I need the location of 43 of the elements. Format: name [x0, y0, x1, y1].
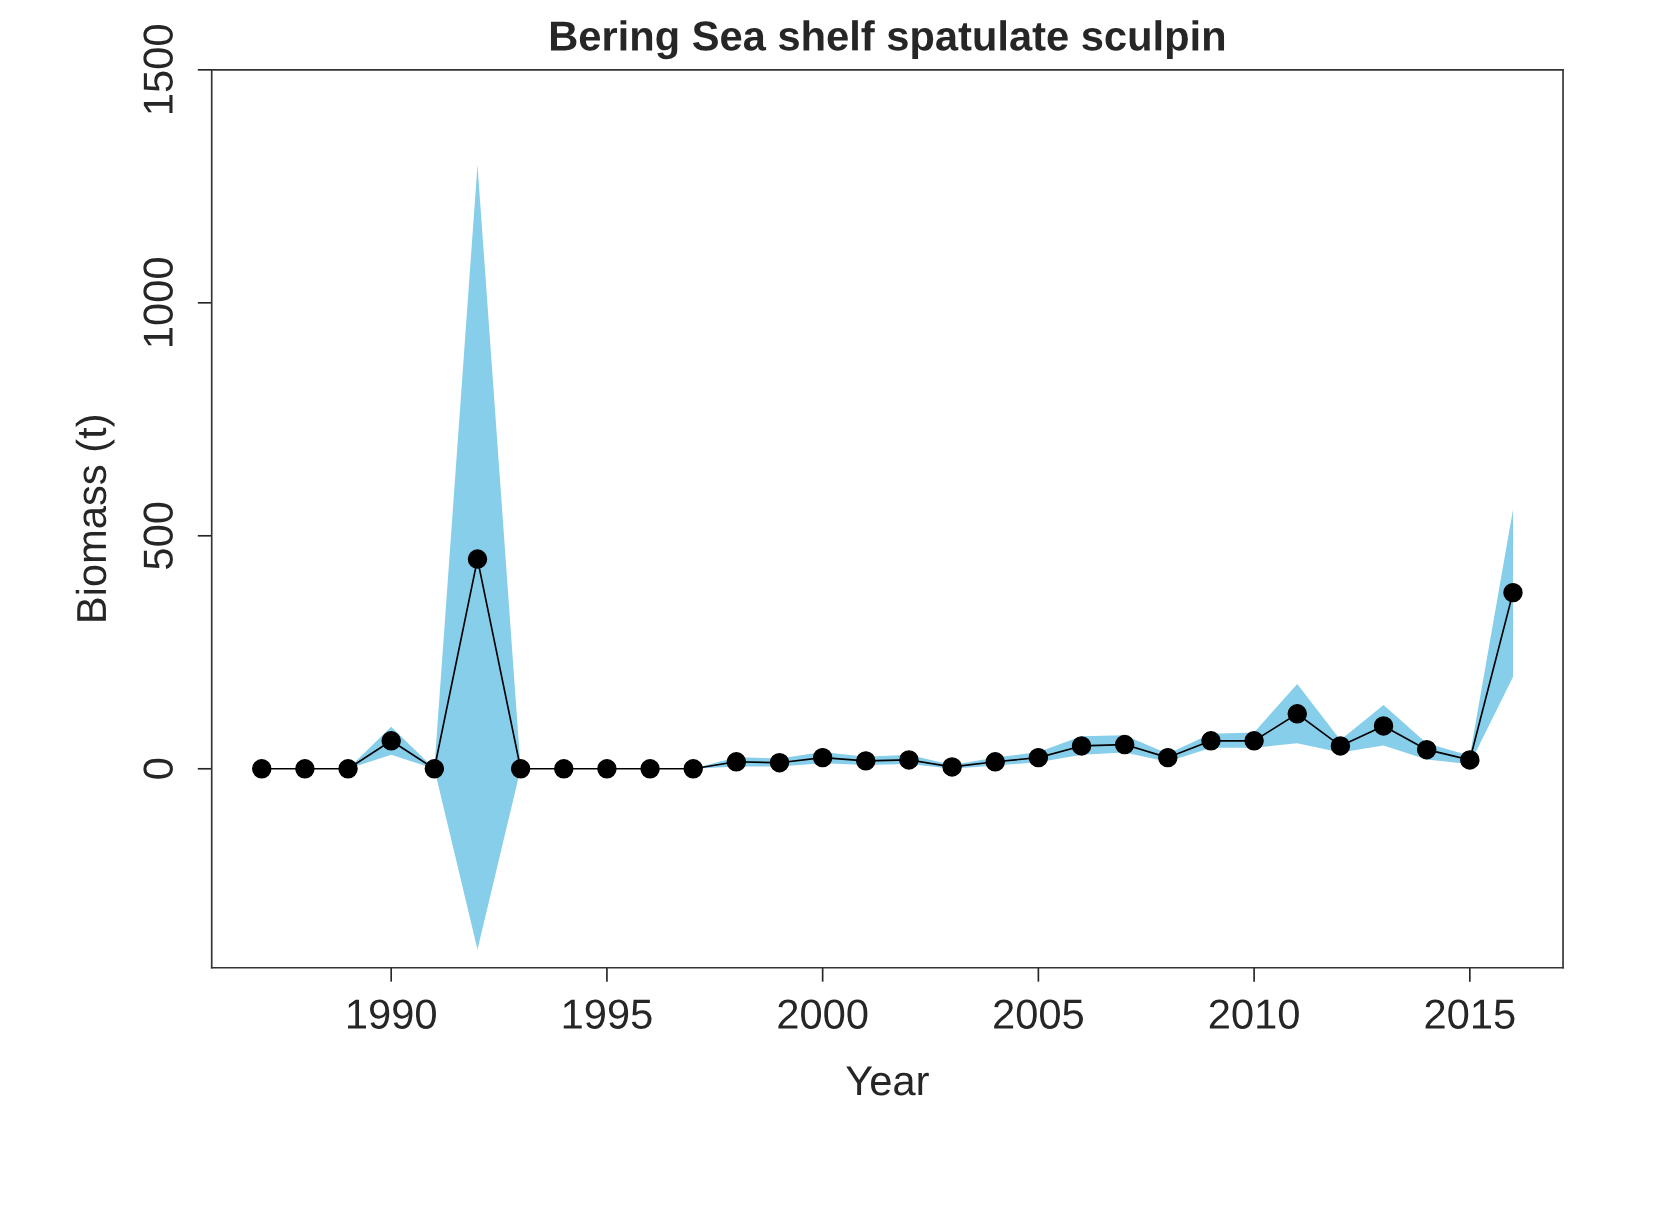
- point: [295, 759, 315, 779]
- chart-title: Bering Sea shelf spatulate sculpin: [550, 20, 1225, 60]
- point: [338, 759, 358, 779]
- x-tick-label: 2005: [994, 999, 1083, 1029]
- point: [252, 759, 272, 779]
- x-tick-label: 2000: [778, 999, 868, 1029]
- point: [1028, 747, 1049, 768]
- point: [942, 757, 962, 777]
- y-tick-label: 500: [143, 502, 173, 569]
- x-tick-label: 2015: [1425, 999, 1515, 1029]
- point: [1330, 736, 1351, 756]
- point: [510, 759, 531, 779]
- y-tick-label: 0: [143, 758, 173, 779]
- point: [1158, 747, 1178, 768]
- point: [1460, 750, 1480, 770]
- point: [1287, 704, 1307, 724]
- x-tick-label: 1990: [348, 999, 436, 1029]
- point: [597, 759, 617, 779]
- point: [1373, 716, 1394, 736]
- x-tick-label: 2010: [1209, 999, 1299, 1029]
- point: [726, 752, 747, 772]
- x-tick-label: 1995: [563, 999, 652, 1029]
- point: [899, 750, 919, 770]
- point: [985, 752, 1005, 772]
- point: [1114, 734, 1135, 755]
- y-axis-title: Biomass (t): [75, 416, 115, 621]
- point: [1201, 731, 1221, 751]
- point: [1071, 736, 1092, 756]
- point: [1244, 731, 1264, 751]
- point: [683, 759, 703, 779]
- point: [424, 759, 445, 779]
- point: [812, 747, 833, 768]
- point: [1416, 739, 1437, 760]
- point: [381, 731, 401, 751]
- point: [554, 759, 574, 779]
- y-tick-label: 1000: [143, 258, 173, 346]
- point: [769, 753, 790, 773]
- x-axis-title: Year: [846, 1066, 929, 1096]
- point: [640, 759, 660, 779]
- point: [856, 751, 876, 771]
- y-tick-label: 1500: [143, 25, 173, 113]
- point: [467, 549, 488, 569]
- point: [1503, 582, 1523, 603]
